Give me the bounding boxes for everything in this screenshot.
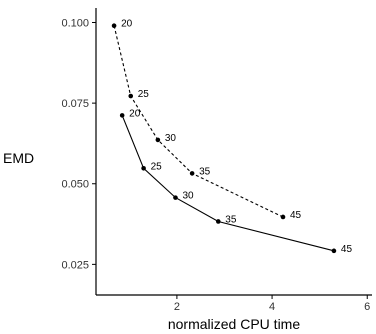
data-point [141,165,146,171]
x-tick-label: 4 [269,301,275,313]
series-line-dotted [113,25,284,218]
data-point-label: 25 [138,89,150,100]
data-point-label: 45 [341,244,353,255]
data-point [119,113,125,118]
x-axis-label: normalized CPU time [168,316,300,332]
data-point [280,214,286,220]
y-tick-label: 0.100 [61,18,89,30]
y-tick-label: 0.025 [61,259,89,271]
data-point-label: 45 [290,210,302,221]
data-point [215,219,221,224]
series-solid: 20 25 30 35 45 [119,108,353,255]
x-tick-label: 6 [364,301,370,313]
series-line-solid [121,115,335,252]
x-axis-ticks: 2 4 6 [174,295,370,313]
data-point [155,137,161,143]
data-point-label: 35 [225,214,237,225]
series-dotted: 20 25 30 35 45 [111,19,302,221]
series-layer: 20 25 30 35 45 20 25 30 35 45 [111,19,353,255]
data-point [111,23,117,29]
data-point [189,171,195,176]
y-tick-label: 0.050 [61,179,89,191]
data-point-label: 20 [129,108,141,119]
x-tick-label: 2 [174,301,180,313]
data-point-label: 20 [121,19,133,30]
y-tick-label: 0.075 [61,98,89,110]
data-point-label: 35 [199,166,211,177]
data-point [331,248,337,254]
data-point [173,195,178,200]
y-axis-label: EMD [3,150,34,166]
y-axis-ticks: 0.025 0.050 0.075 0.100 [61,18,96,271]
data-point-label: 25 [151,161,163,172]
data-point-label: 30 [165,133,177,144]
data-point [128,93,134,99]
data-point-label: 30 [182,191,194,202]
